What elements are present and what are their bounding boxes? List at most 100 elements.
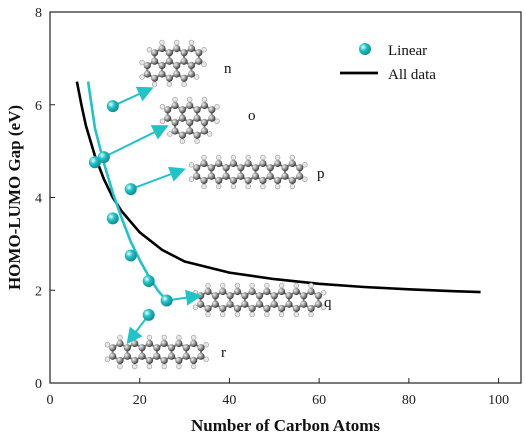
x-tick-label: 20 [133, 393, 147, 408]
x-axis-title: Number of Carbon Atoms [191, 416, 380, 435]
molecule-carbon [241, 300, 249, 308]
molecule-hydrogen [320, 290, 327, 296]
molecule-carbon [270, 292, 278, 300]
molecule-carbon [158, 61, 166, 70]
molecule-carbon [244, 176, 252, 185]
molecule-hydrogen [201, 47, 207, 53]
molecule-hydrogen [187, 96, 193, 103]
molecule-hydrogen [308, 311, 314, 318]
molecule-carbon [173, 61, 181, 70]
molecule-hydrogen [117, 363, 123, 370]
molecule-carbon [145, 339, 154, 348]
linear-point [124, 183, 137, 196]
molecule-carbon [173, 44, 181, 53]
molecule-carbon [208, 114, 216, 122]
molecule-carbon [200, 159, 208, 168]
molecule-carbon [180, 57, 188, 65]
molecule-carbon [259, 176, 267, 185]
molecule-carbon [274, 159, 282, 168]
molecule-hydrogen [201, 61, 207, 67]
y-axis-title: HOMO-LUMO Gap (eV) [5, 105, 24, 290]
molecule-hydrogen [214, 104, 220, 110]
molecule-carbon [165, 49, 173, 57]
all-data-curve [75, 81, 481, 294]
molecule-carbon [186, 101, 194, 110]
x-tick-label: 80 [402, 393, 416, 408]
molecule-carbon [229, 159, 238, 168]
molecule-hydrogen [201, 96, 208, 103]
molecule-carbon [204, 287, 212, 296]
molecule-carbon [195, 49, 203, 57]
molecule-hydrogen [274, 154, 281, 161]
molecule-carbon [116, 339, 124, 348]
molecule-hydrogen [206, 131, 213, 137]
molecule-hydrogen [216, 183, 222, 190]
molecule-hydrogen [302, 162, 308, 168]
molecule-n [139, 39, 207, 87]
molecule-carbon [164, 106, 172, 114]
molecule-hydrogen [220, 282, 226, 289]
molecule-hydrogen [264, 311, 270, 318]
molecule-hydrogen [104, 342, 111, 348]
molecule-hydrogen [289, 183, 296, 190]
molecule-hydrogen [139, 74, 145, 80]
molecule-carbon [167, 352, 176, 360]
linear-point [106, 100, 119, 113]
molecule-hydrogen [203, 356, 209, 362]
linear-point [97, 151, 110, 164]
x-tick-label: 0 [47, 393, 54, 408]
molecule-carbon [211, 292, 219, 300]
linear-point [88, 156, 101, 169]
molecule-carbon [251, 172, 260, 180]
molecule-carbon [300, 292, 308, 300]
molecule-carbon [171, 127, 179, 135]
molecule-carbon [307, 304, 315, 313]
molecule-hydrogen [201, 154, 207, 161]
plot-frame-group [49, 11, 522, 384]
molecule-r [104, 334, 209, 370]
molecule-label-o: o [248, 108, 256, 124]
molecule-carbon [226, 292, 234, 300]
molecule-carbon [180, 49, 188, 57]
molecule-carbon [193, 172, 201, 180]
linear-point [106, 212, 119, 225]
molecule-hydrogen [260, 183, 266, 190]
molecule-carbon [292, 304, 300, 313]
molecule-carbon [190, 339, 198, 348]
molecule-carbon [123, 344, 131, 352]
molecule-carbon [197, 292, 205, 300]
molecule-carbon [143, 61, 151, 70]
molecule-carbon [193, 131, 201, 139]
molecule-hydrogen [176, 334, 182, 341]
linear-point [142, 274, 155, 287]
molecule-carbon [281, 164, 289, 172]
molecule-carbon [153, 344, 161, 352]
molecule-carbon [300, 300, 308, 308]
molecule-carbon [182, 352, 190, 360]
molecule-p [188, 154, 308, 190]
molecule-carbon [138, 352, 146, 360]
molecule-carbon [143, 70, 151, 78]
molecule-hydrogen [117, 334, 123, 341]
molecule-hydrogen [159, 104, 166, 110]
molecule-carbon [229, 176, 238, 185]
molecule-carbon [278, 287, 286, 296]
molecule-carbon [281, 172, 289, 180]
molecule-hydrogen [190, 334, 197, 341]
molecule-carbon [207, 172, 215, 180]
molecule-hydrogen [166, 81, 173, 87]
molecule-carbon [160, 356, 168, 365]
molecule-carbon [178, 131, 186, 139]
molecule-carbon [233, 287, 242, 296]
plot-frame [49, 11, 522, 384]
molecule-hydrogen [188, 176, 195, 182]
molecule-hydrogen [302, 176, 308, 182]
molecule-carbon [314, 300, 323, 308]
molecule-carbon [292, 287, 300, 296]
points-group [88, 100, 173, 321]
molecule-carbon [160, 339, 168, 348]
molecule-carbon [200, 176, 208, 185]
molecule-hydrogen [205, 282, 211, 289]
molecule-carbon [296, 164, 304, 172]
molecule-carbon [208, 106, 216, 114]
